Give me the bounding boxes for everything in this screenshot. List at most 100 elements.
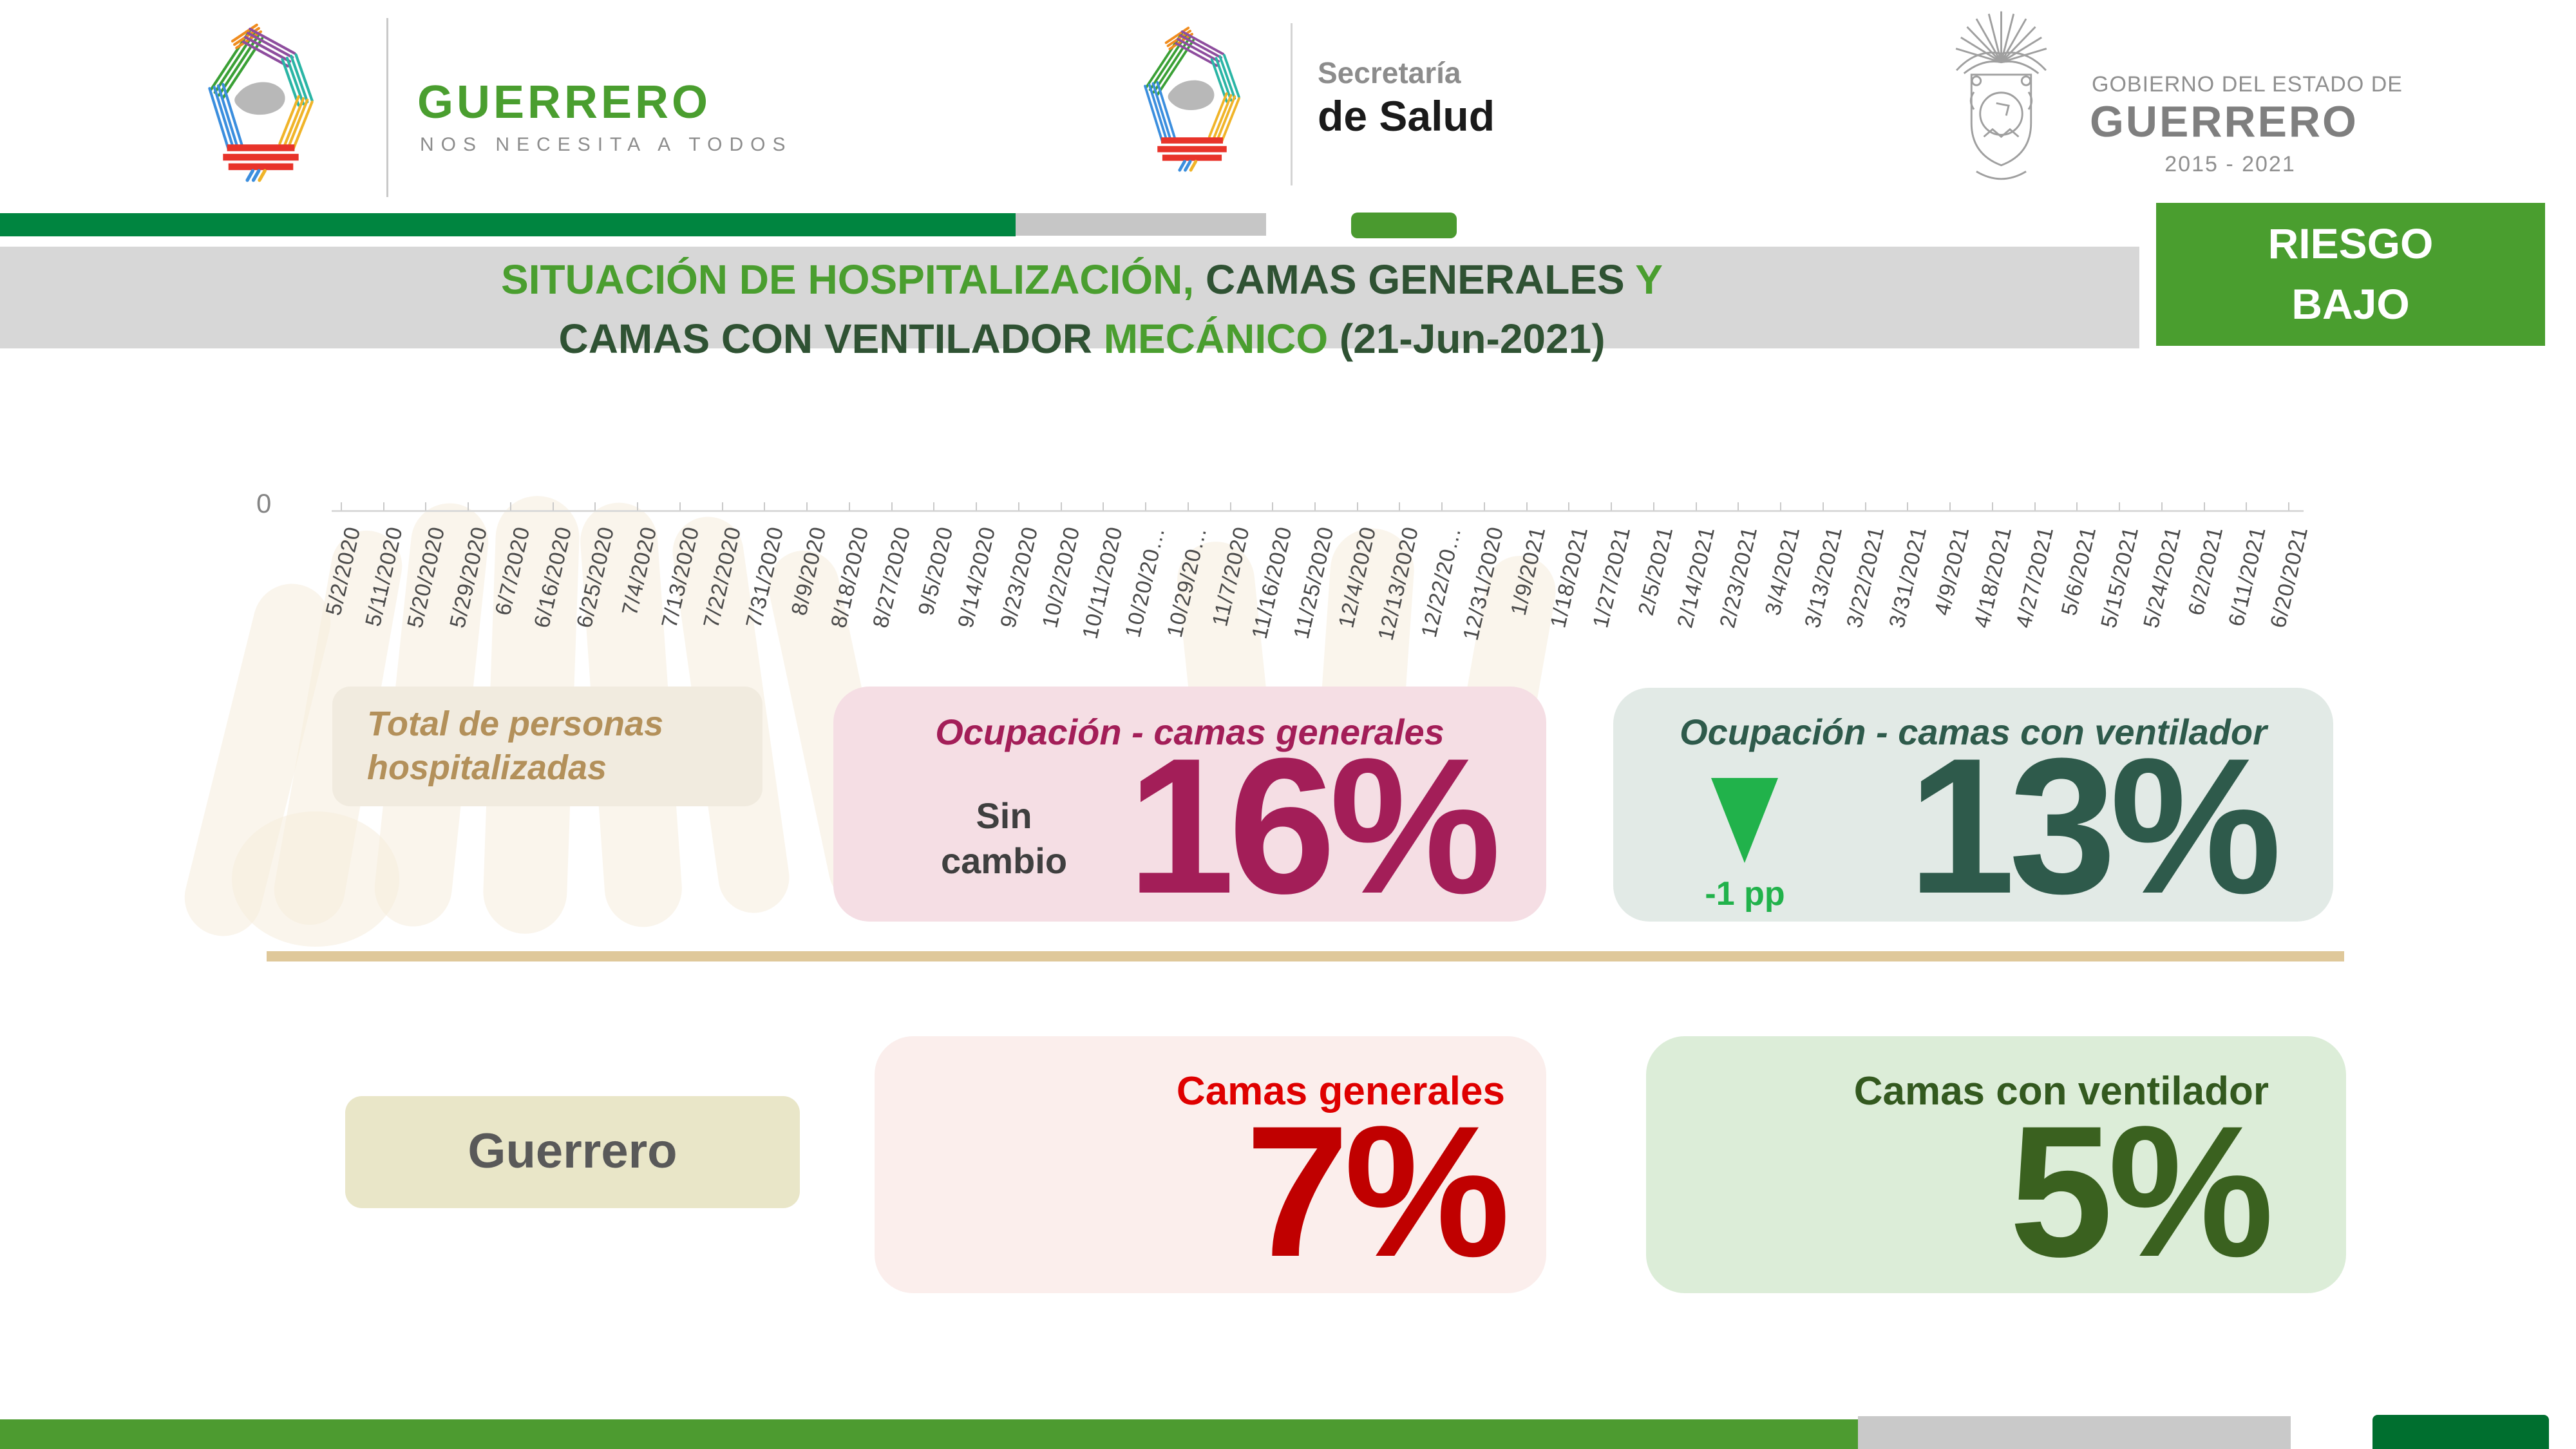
region-name: Guerrero bbox=[468, 1124, 677, 1179]
card-ventilator-beds: Camas con ventilador 5% bbox=[1646, 1036, 2346, 1293]
x-axis-tick bbox=[1229, 502, 1231, 511]
card-total-label: Total de personas hospitalizadas bbox=[367, 702, 663, 790]
x-axis-tick bbox=[1780, 502, 1782, 511]
title-segment: SITUACIÓN DE HOSPITALIZACIÓN, bbox=[501, 256, 1206, 303]
change-line2: cambio bbox=[940, 840, 1068, 881]
x-axis-tick bbox=[552, 502, 554, 511]
x-axis-tick bbox=[1018, 502, 1019, 511]
card-total-label-line2: hospitalizadas bbox=[367, 748, 607, 787]
x-axis-tick bbox=[2119, 502, 2121, 511]
page-title: SITUACIÓN DE HOSPITALIZACIÓN, CAMAS GENE… bbox=[193, 250, 1971, 368]
change-line1: Sin bbox=[976, 795, 1032, 836]
x-axis-tick bbox=[1272, 502, 1274, 511]
gobierno-period: 2015 - 2021 bbox=[2164, 152, 2296, 176]
x-axis-tick bbox=[509, 502, 511, 511]
x-axis-tick bbox=[806, 502, 808, 511]
x-axis-tick bbox=[1314, 502, 1316, 511]
header-divider-line bbox=[386, 18, 388, 197]
card-total-label-line1: Total de personas bbox=[367, 705, 664, 743]
x-axis-tick bbox=[1949, 502, 1951, 511]
brand-tagline: NOS NECESITA A TODOS bbox=[420, 134, 793, 155]
state-coat-of-arms bbox=[1955, 11, 2047, 180]
x-axis-tick bbox=[1653, 502, 1654, 511]
title-band bbox=[0, 247, 2139, 348]
y-axis-zero-label: 0 bbox=[256, 488, 272, 518]
x-axis-tick bbox=[721, 502, 723, 511]
x-axis-tick bbox=[891, 502, 893, 511]
risk-badge-line2: BAJO bbox=[2291, 280, 2410, 328]
title-segment: Y bbox=[1635, 256, 1663, 303]
x-axis-tick bbox=[1907, 502, 1909, 511]
title-segment: MECÁNICO bbox=[1103, 316, 1340, 362]
card-total-hospitalized: Total de personas hospitalizadas bbox=[332, 687, 762, 806]
x-axis-tick bbox=[976, 502, 978, 511]
card-occupancy-ventilator-value: 13% bbox=[1908, 717, 2282, 934]
x-axis-tick bbox=[2034, 502, 2036, 511]
brand-name: GUERRERO bbox=[417, 77, 712, 128]
region-card: Guerrero bbox=[345, 1096, 800, 1208]
card-occupancy-ventilator-beds: Ocupación - camas con ventilador -1 pp 1… bbox=[1613, 688, 2333, 922]
x-axis-tick bbox=[1738, 502, 1739, 511]
section-divider bbox=[267, 951, 2344, 961]
x-axis-tick bbox=[679, 502, 681, 511]
x-axis-tick bbox=[2246, 502, 2248, 511]
risk-badge: RIESGO BAJO bbox=[2156, 203, 2545, 346]
x-axis-tick bbox=[764, 502, 766, 511]
secretaria-label: Secretaría bbox=[1318, 56, 1461, 90]
bottom-accent-box-dark-green bbox=[2372, 1415, 2549, 1449]
title-segment: CAMAS CON VENTILADOR bbox=[558, 316, 1104, 362]
x-axis-tick bbox=[2203, 502, 2205, 511]
x-axis-tick bbox=[1991, 502, 1993, 511]
x-axis-tick bbox=[2076, 502, 2078, 511]
bottom-accent-bar-gray bbox=[1858, 1416, 2291, 1449]
gobierno-line: GOBIERNO DEL ESTADO DE bbox=[2092, 72, 2403, 97]
x-axis-tick bbox=[1568, 502, 1570, 511]
x-axis-tick bbox=[933, 502, 935, 511]
watermark-shape bbox=[232, 811, 399, 947]
header-divider-line-2 bbox=[1291, 23, 1293, 185]
x-axis-tick bbox=[425, 502, 427, 511]
bottom-accent-bar-green bbox=[0, 1419, 1858, 1449]
x-axis-tick bbox=[1611, 502, 1613, 511]
x-axis-tick bbox=[1526, 502, 1528, 511]
down-triangle-icon bbox=[1711, 778, 1778, 863]
x-axis-tick bbox=[341, 502, 342, 511]
card-occupancy-general-change: Sin cambio bbox=[917, 793, 1091, 884]
card-occupancy-general-title: Ocupación - camas generales bbox=[935, 712, 1444, 752]
x-axis-tick bbox=[1103, 502, 1104, 511]
card-ventilator-beds-value: 5% bbox=[2009, 1087, 2274, 1296]
title-segment: CAMAS GENERALES bbox=[1205, 256, 1636, 303]
x-axis-tick bbox=[1060, 502, 1062, 511]
x-axis-tick bbox=[1441, 502, 1443, 511]
x-axis-tick bbox=[637, 502, 639, 511]
guerrero-ribbon-logo bbox=[184, 14, 338, 183]
card-occupancy-general-beds: Ocupación - camas generales Sin cambio 1… bbox=[833, 687, 1546, 922]
x-axis-tick bbox=[1822, 502, 1824, 511]
x-axis-tick bbox=[383, 502, 384, 511]
x-axis-tick bbox=[594, 502, 596, 511]
x-axis-tick bbox=[1356, 502, 1358, 511]
card-general-beds: Camas generales 7% bbox=[875, 1036, 1546, 1293]
title-segment: (21-Jun-2021) bbox=[1339, 316, 1605, 362]
card-occupancy-ventilator-change: -1 pp bbox=[1705, 875, 1785, 913]
card-occupancy-general-value: 16% bbox=[1127, 717, 1501, 934]
x-axis-tick bbox=[1483, 502, 1485, 511]
card-occupancy-ventilator-title: Ocupación - camas con ventilador bbox=[1680, 712, 2267, 752]
top-accent-bar-green bbox=[0, 213, 1016, 236]
gobierno-guerrero: GUERRERO bbox=[2090, 97, 2358, 146]
x-axis-tick bbox=[1864, 502, 1866, 511]
salud-ribbon-logo bbox=[1122, 18, 1262, 173]
top-accent-bar-gray bbox=[1016, 213, 1266, 236]
x-axis-tick bbox=[468, 502, 469, 511]
x-axis-tick bbox=[2288, 502, 2289, 511]
x-axis-tick bbox=[1695, 502, 1697, 511]
x-axis-tick bbox=[1145, 502, 1147, 511]
x-axis-tick bbox=[848, 502, 850, 511]
risk-badge-line1: RIESGO bbox=[2268, 220, 2434, 267]
x-axis-tick bbox=[1399, 502, 1401, 511]
card-ventilator-beds-label: Camas con ventilador bbox=[1853, 1069, 2269, 1113]
de-salud-label: de Salud bbox=[1318, 92, 1495, 140]
top-accent-chip-green bbox=[1351, 213, 1457, 238]
